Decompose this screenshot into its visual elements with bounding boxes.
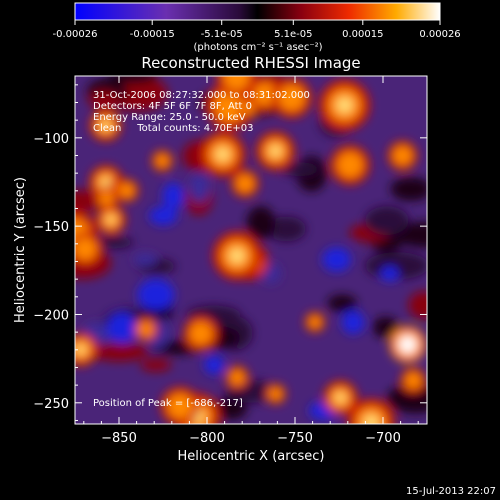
- heatmap-trough: [140, 358, 172, 372]
- heatmap-trough: [89, 342, 149, 362]
- peak-core: [398, 335, 417, 354]
- heatmap-trough: [246, 205, 276, 240]
- y-tick-label: −100: [33, 132, 69, 147]
- heatmap-trough: [75, 189, 102, 213]
- heatmap-low: [162, 182, 184, 210]
- heatmap-hot-core: [337, 152, 363, 178]
- colorbar-ticks: -0.00026 -0.00015 -5.1e-05 5.1e-05 0.00015 0.…: [53, 20, 461, 40]
- heatmap-trough: [372, 316, 399, 338]
- heatmap-hot-core: [229, 369, 245, 385]
- heatmap-hot-core: [241, 101, 255, 115]
- heatmap-hot-core: [404, 372, 422, 389]
- y-tick-label: −200: [33, 308, 69, 323]
- heatmap-hot-peak: [335, 392, 346, 403]
- heatmap-hot-core: [214, 90, 247, 122]
- y-tick-label: −250: [33, 397, 69, 412]
- colorbar-tick-label: -5.1e-05: [201, 29, 243, 40]
- heatmap-hot-core: [138, 321, 154, 337]
- heatmap-trough: [365, 252, 427, 280]
- heatmap-low: [380, 266, 399, 282]
- x-tick-label: −750: [277, 431, 313, 446]
- heatmap-low: [322, 247, 351, 272]
- x-tick-label: −700: [365, 431, 401, 446]
- heatmap-hot-peak: [364, 415, 379, 424]
- heatmap-hot-core: [75, 237, 97, 261]
- heatmap-hot-core: [167, 393, 193, 419]
- heatmap-hot-core: [155, 153, 170, 168]
- heatmap-hot-core: [119, 182, 135, 199]
- footer-date: 15-Jul-2013 22:07: [406, 486, 496, 497]
- heatmap-low: [133, 253, 158, 266]
- colorbar: [74, 2, 441, 21]
- heatmap-low: [204, 355, 225, 375]
- heatmap-trough: [93, 236, 134, 249]
- heatmap-low: [189, 172, 210, 203]
- heatmap-trough: [327, 294, 357, 312]
- heatmap-low: [107, 312, 138, 344]
- heatmap-trough: [390, 177, 427, 202]
- colorbar-tick-label: 0.00026: [419, 29, 460, 40]
- colorbar-tick-label: 0.00015: [342, 29, 383, 40]
- annotation-time: 31-Oct-2006 08:27:32.000 to 08:31:02.000: [93, 90, 310, 101]
- heatmap-hot-peak: [229, 248, 245, 264]
- chart-title: Reconstructed RHESSI Image: [141, 54, 360, 72]
- heatmap-hot-peak: [75, 344, 86, 355]
- colorbar-label: (photons cm⁻² s⁻¹ asec⁻²): [193, 42, 322, 53]
- heatmap-hot-peak: [336, 97, 353, 113]
- heatmap-hot-core: [189, 322, 213, 345]
- peak-position-label: Position of Peak = [-686,-217]: [93, 398, 243, 409]
- y-tick-label: −150: [33, 220, 69, 235]
- colorbar-tick-label: -0.00015: [130, 29, 175, 40]
- heatmap-hot-core: [235, 174, 254, 193]
- heatmap-hot-core: [392, 145, 413, 166]
- heatmap-hot-core: [268, 387, 283, 401]
- annotation-energy: Energy Range: 25.0 - 50.0 keV: [93, 112, 246, 123]
- heatmap-hot-core: [223, 76, 250, 91]
- heatmap-hot-peak: [100, 120, 111, 131]
- heatmap-trough: [215, 397, 248, 420]
- heatmap-trough: [364, 206, 409, 236]
- colorbar-tick-label: 5.1e-05: [274, 29, 312, 40]
- x-tick-label: −800: [189, 431, 225, 446]
- heatmap-hot-peak: [269, 145, 282, 157]
- annotation-clean: Clean Total counts: 4.70E+03: [93, 123, 253, 134]
- heatmap-low: [137, 279, 175, 311]
- heatmap-low: [341, 310, 365, 335]
- x-axis: −850 −800 −750 −700: [83, 76, 419, 446]
- heatmap-trough: [280, 162, 320, 177]
- heatmap-low: [149, 206, 178, 226]
- heatmap-trough: [108, 76, 158, 84]
- annotation-detectors: Detectors: 4F 5F 6F 7F 8F, Att 0: [93, 101, 252, 112]
- heatmap-trough: [88, 90, 120, 110]
- heatmap-image: [75, 76, 427, 424]
- heatmap-hot-core: [308, 315, 322, 329]
- y-axis: −100 −150 −200 −250: [33, 84, 427, 421]
- heatmap-trough: [266, 216, 306, 242]
- heatmap-hot-core: [253, 82, 277, 106]
- heatmap-trough: [408, 291, 427, 320]
- colorbar-tick-label: -0.00026: [53, 29, 98, 40]
- heatmap-hot-core: [278, 84, 305, 111]
- heatmap-hot-core: [99, 191, 114, 207]
- y-axis-label: Heliocentric Y (arcsec): [13, 177, 28, 323]
- heatmap-hot-peak: [215, 147, 230, 162]
- x-axis-label: Heliocentric X (arcsec): [178, 449, 325, 464]
- heatmap-hot-peak: [106, 215, 116, 225]
- plot-frame: [74, 75, 428, 425]
- x-tick-label: −850: [101, 431, 137, 446]
